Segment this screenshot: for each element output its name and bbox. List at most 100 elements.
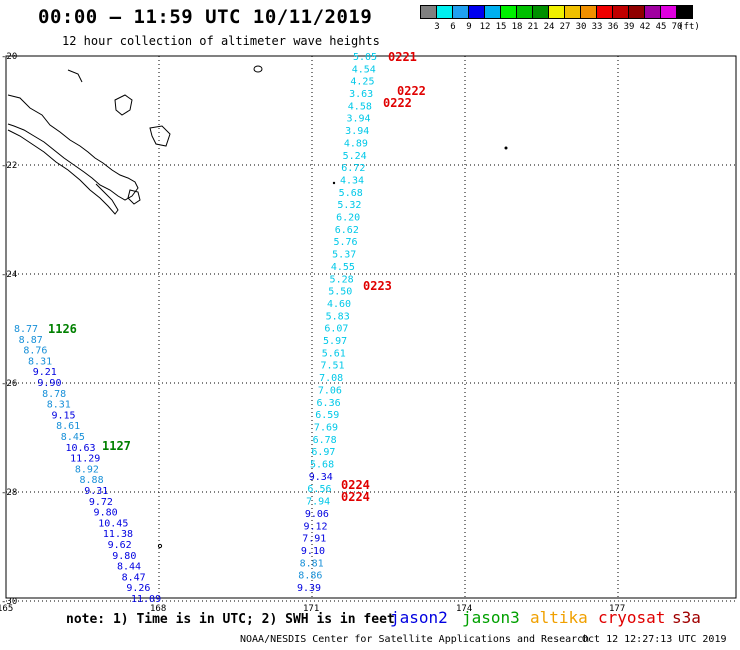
legend-label: 30: [575, 22, 587, 32]
legend-labels: 3 6 9 12 15 18 21 24 27 30 33 36 39 42 45 70 (ft): [421, 19, 700, 32]
credit-text: NOAA/NESDIS Center for Satellite Applica…: [240, 634, 590, 645]
page-title: 00:00 – 11:59 UTC 10/11/2019: [38, 6, 373, 28]
satellite-name-cryosat: cryosat: [598, 608, 666, 627]
wave-height-value: 8.47: [122, 572, 146, 583]
pass-time-label: 0221: [388, 50, 417, 64]
color-legend: 3 6 9 12 15 18 21 24 27 30 33 36 39 42 45 70 (ft): [420, 5, 700, 32]
legend-label: 6: [450, 22, 456, 32]
pass-time-label: 1126: [48, 322, 77, 336]
wave-height-value: 8.44: [117, 562, 141, 573]
wave-height-value: 8.81: [300, 558, 324, 569]
legend-label: 36: [607, 22, 619, 32]
pass-time-label: 1127: [102, 439, 131, 453]
lat-tick-label: -28: [1, 488, 17, 498]
pass-time-label: 0222: [397, 84, 426, 98]
wave-height-value: 8.87: [19, 335, 43, 346]
wave-height-value: 7.08: [319, 373, 343, 384]
satellite-name-jason2: jason2: [390, 608, 448, 627]
coastline-island-mare: [127, 189, 141, 205]
coastline-new-caledonia-south: [7, 129, 119, 215]
lon-tick-label: 177: [609, 604, 625, 614]
legend-label: 39: [623, 22, 635, 32]
wave-height-value: 9.80: [94, 508, 118, 519]
coastline: [7, 65, 508, 549]
pass-time-label: 0224: [341, 490, 370, 504]
satellite-name-altika: altika: [530, 608, 588, 627]
wave-height-value: 9.62: [108, 540, 132, 551]
wave-height-value: 6.62: [335, 225, 359, 236]
wave-height-value: 8.88: [80, 475, 104, 486]
wave-height-value: 5.97: [323, 336, 347, 347]
wave-height-value: 5.05: [353, 52, 377, 63]
wave-height-value: 8.31: [28, 356, 52, 367]
generated-timestamp: Oct 12 12:27:13 UTC 2019: [582, 634, 727, 645]
coastline-new-caledonia-north: [7, 94, 139, 201]
lat-tick-label: -24: [1, 270, 17, 280]
track-165-values: 8.778.878.768.319.219.908.788.319.158.61…: [14, 324, 161, 605]
wave-height-value: 9.90: [37, 378, 61, 389]
wave-height-value: 4.55: [331, 262, 355, 273]
wave-height-value: 5.68: [310, 460, 334, 471]
wave-height-value: 7.91: [302, 534, 326, 545]
wave-height-value: 8.78: [42, 389, 66, 400]
wave-height-value: 11.09: [131, 594, 161, 605]
wave-height-value: 9.12: [304, 521, 328, 532]
wave-height-value: 8.45: [61, 432, 85, 443]
wave-height-value: 9.39: [297, 583, 321, 594]
legend-label: 24: [543, 22, 555, 32]
wave-height-value: 5.68: [339, 188, 363, 199]
legend-swatch: [676, 5, 693, 19]
wave-height-value: 9.10: [301, 546, 325, 557]
wave-height-value: 7.06: [318, 385, 342, 396]
wave-height-value: 6.07: [324, 324, 348, 335]
lat-tick-label: -30: [1, 597, 17, 607]
wave-height-value: 11.29: [70, 454, 100, 465]
wave-height-value: 5.28: [330, 274, 354, 285]
legend-label: (ft): [678, 22, 700, 32]
page-subtitle: 12 hour collection of altimeter wave hei…: [62, 34, 380, 48]
wave-height-value: 9.72: [89, 497, 113, 508]
legend-label: 42: [639, 22, 651, 32]
wave-height-value: 4.25: [350, 77, 374, 88]
axis-labels: -20 -22 -24 -26 -28 -30165 168 171 174 177: [0, 52, 625, 614]
coastline-islet-east: [504, 146, 508, 150]
legend-label: 15: [495, 22, 507, 32]
wave-height-value: 6.36: [317, 398, 341, 409]
legend-label: 27: [559, 22, 571, 32]
wave-height-value: 7.51: [320, 361, 344, 372]
coastline-island-ouvea: [67, 69, 83, 83]
wave-height-value: 8.31: [47, 400, 71, 411]
satellite-name-s3a: s3a: [672, 608, 701, 627]
wave-height-value: 6.78: [313, 435, 337, 446]
legend-label: 3: [434, 22, 440, 32]
wave-height-value: 7.94: [306, 497, 330, 508]
wave-height-value: 10.63: [65, 443, 95, 454]
wave-height-value: 5.24: [343, 151, 367, 162]
wave-height-value: 6.56: [307, 484, 331, 495]
wave-height-value: 9.26: [126, 583, 150, 594]
lon-tick-label: 165: [0, 604, 13, 614]
wave-height-value: 9.34: [309, 472, 333, 483]
lon-tick-label: 168: [150, 604, 166, 614]
coastline-island-lifou: [149, 125, 171, 147]
lat-tick-label: -20: [1, 52, 17, 62]
grid-lines: [5, 55, 737, 602]
legend-label: 12: [479, 22, 491, 32]
pass-time-label: 0224: [341, 478, 370, 492]
wave-height-value: 5.50: [328, 287, 352, 298]
pass-time-label: 0223: [363, 279, 392, 293]
wave-height-value: 9.80: [112, 551, 136, 562]
lat-tick-label: -22: [1, 161, 17, 171]
satellite-name-jason3: jason3: [462, 608, 520, 627]
lon-tick-label: 171: [303, 604, 319, 614]
wave-height-value: 8.92: [75, 464, 99, 475]
wave-height-value: 6.20: [336, 213, 360, 224]
wave-height-value: 7.69: [314, 422, 338, 433]
wave-height-value: 9.15: [51, 410, 75, 421]
wave-height-value: 4.89: [344, 138, 368, 149]
legend-label: 70: [671, 22, 683, 32]
legend-label: 45: [655, 22, 667, 32]
wave-height-value: 6.72: [341, 163, 365, 174]
